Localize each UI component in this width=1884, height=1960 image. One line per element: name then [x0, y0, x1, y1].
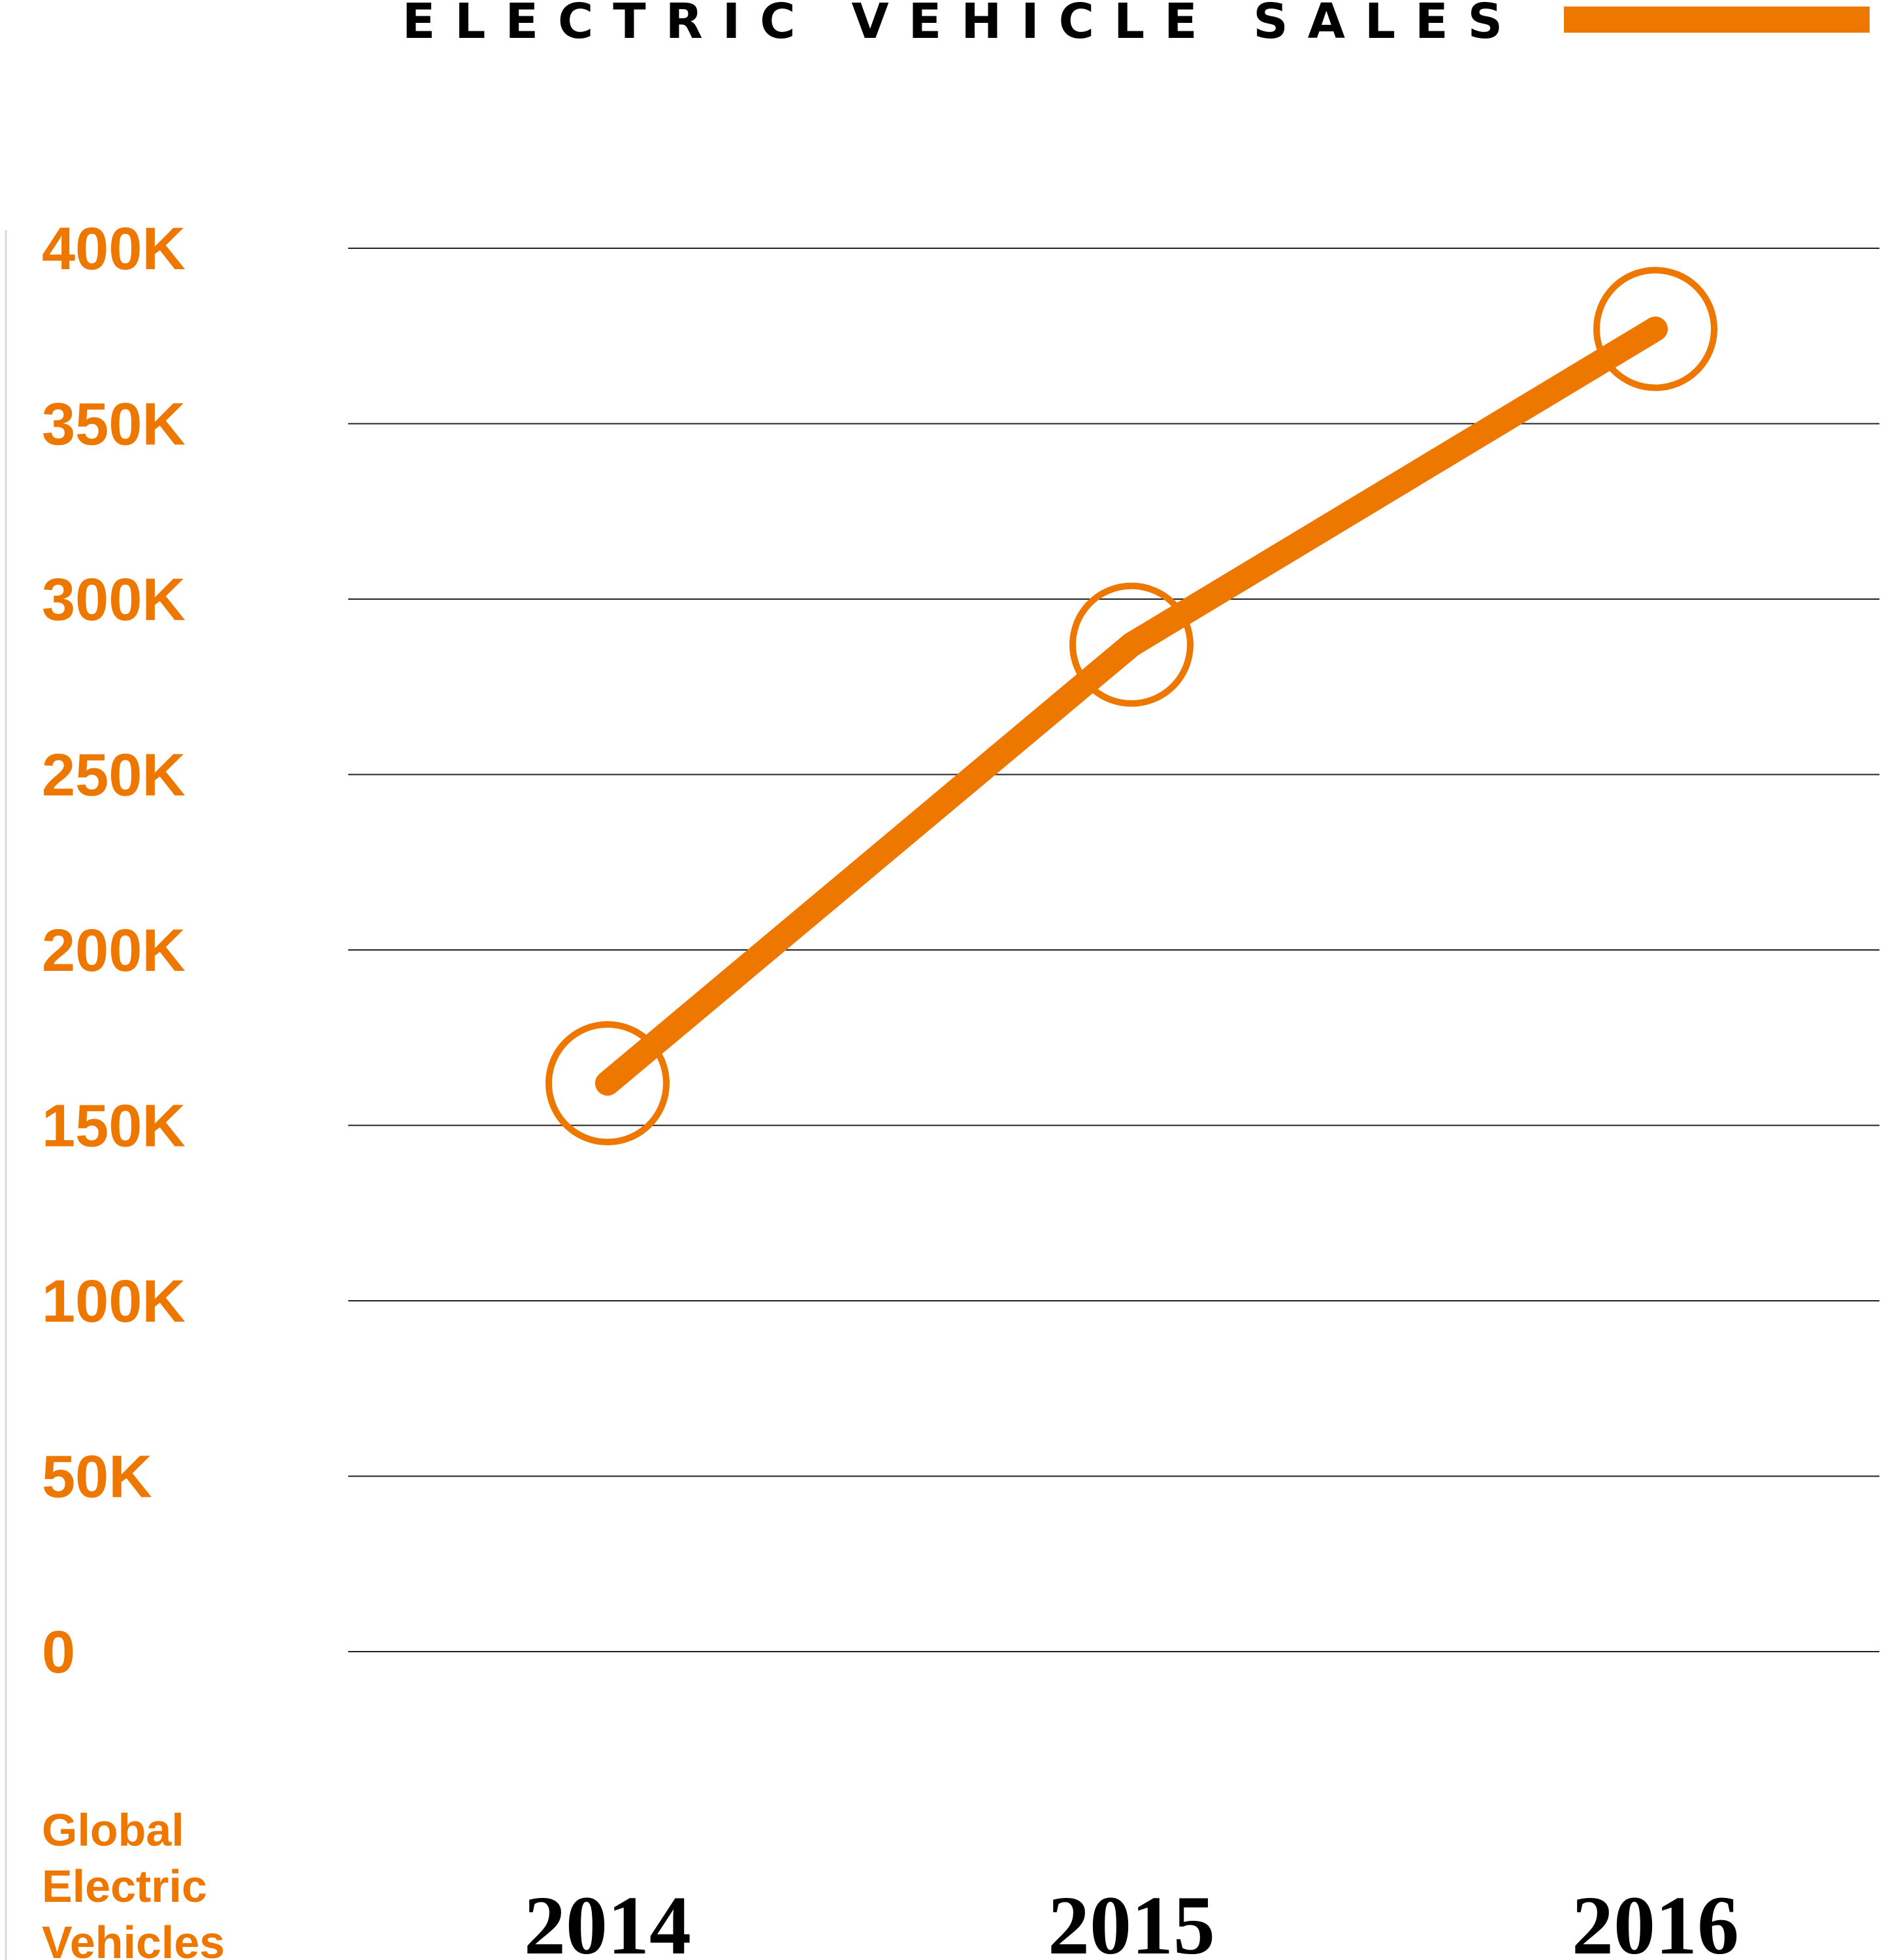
series-lines — [595, 316, 1668, 1096]
y-tick-label: 300K — [42, 566, 186, 633]
y-tick-label: 0 — [42, 1619, 75, 1686]
data-point — [1069, 582, 1194, 707]
y-tick-label: 400K — [42, 216, 186, 282]
data-point — [1593, 267, 1717, 391]
x-tick-label: 2016 — [1572, 1879, 1739, 1960]
series-line — [595, 316, 1668, 1096]
y-axis-label-line: Global — [42, 1805, 184, 1855]
x-tick-label: 2014 — [524, 1879, 691, 1960]
y-tick-label: 150K — [42, 1093, 186, 1160]
data-point — [545, 1021, 670, 1146]
y-tick-label: 50K — [42, 1444, 152, 1511]
y-axis-label-line: Vehicles — [42, 1917, 225, 1960]
y-axis-label-line: Electric — [42, 1861, 207, 1912]
y-tick-label: 100K — [42, 1268, 186, 1335]
y-tick-label: 200K — [42, 917, 186, 984]
x-tick-labels: 2014 2015 2016 — [524, 1879, 1739, 1960]
gridlines — [348, 248, 1879, 1652]
data-points — [545, 267, 1717, 1146]
y-axis-label: Global Electric Vehicles — [42, 1805, 225, 1960]
y-tick-labels: 0 50K 100K 150K 200K 250K 300K 350K 400K — [42, 216, 186, 1686]
x-tick-label: 2015 — [1048, 1879, 1215, 1960]
y-tick-label: 350K — [42, 391, 186, 458]
y-tick-label: 250K — [42, 742, 186, 809]
legend-swatch — [1564, 7, 1870, 33]
chart-title: ELECTRIC VEHICLE SALES — [402, 0, 1522, 50]
